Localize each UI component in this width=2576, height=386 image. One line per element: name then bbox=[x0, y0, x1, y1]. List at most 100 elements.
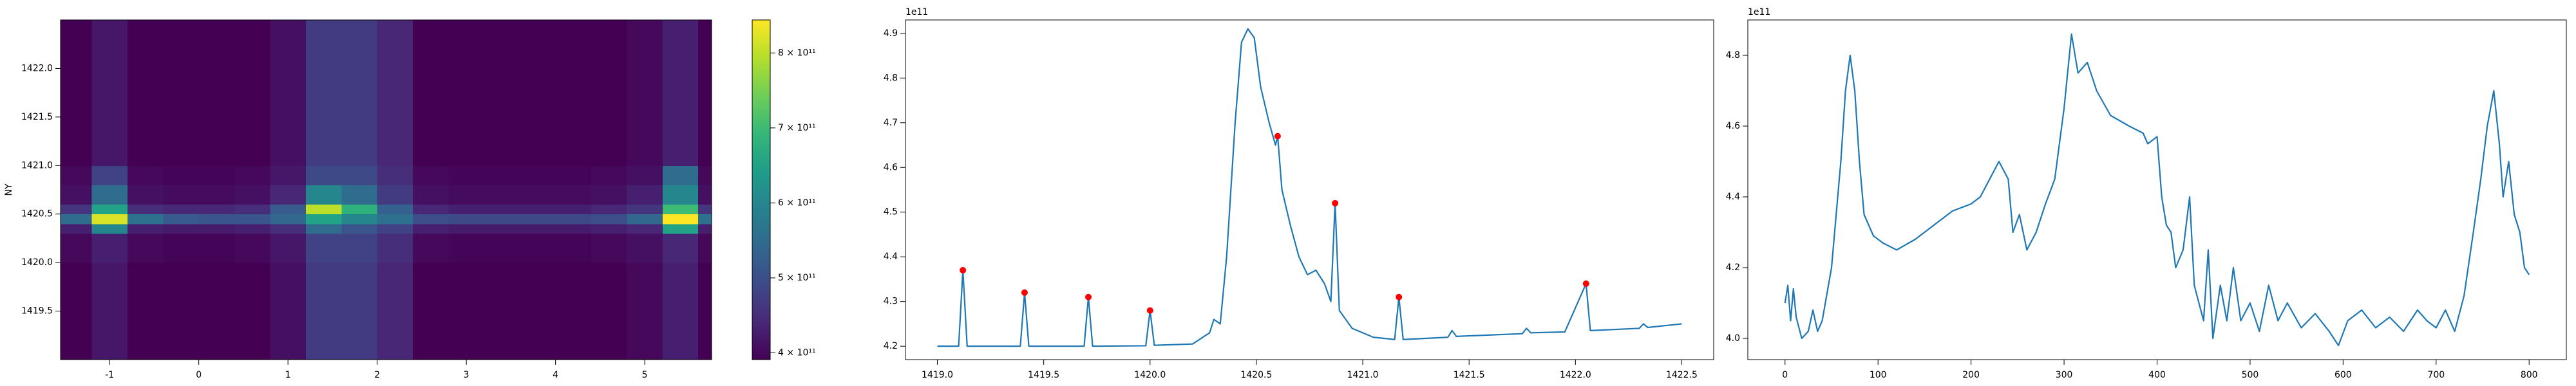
heatmap-cell bbox=[698, 20, 712, 69]
y-tick-label: 4.6 bbox=[1726, 121, 1740, 131]
x-tick-label: 700 bbox=[2427, 370, 2445, 380]
heatmap-cell bbox=[484, 165, 520, 185]
heatmap-cell bbox=[61, 262, 92, 312]
heatmap-cell bbox=[591, 311, 627, 360]
heatmap-cell bbox=[377, 116, 413, 166]
heatmap-cell bbox=[555, 223, 592, 234]
heatmap-cell bbox=[61, 116, 92, 166]
x-tick-label: 1421.0 bbox=[1347, 370, 1379, 380]
heatmap-cell bbox=[163, 262, 200, 312]
heatmap-cell bbox=[662, 68, 699, 118]
y-axis-label: NY bbox=[4, 183, 14, 196]
heatmap-cell bbox=[234, 185, 270, 205]
heatmap-cell bbox=[555, 233, 592, 263]
heatmap-cell bbox=[61, 223, 92, 234]
heatmap-cell bbox=[234, 116, 270, 166]
x-tick-label: 1419.5 bbox=[1028, 370, 1059, 380]
heatmap-cell bbox=[662, 20, 699, 69]
heatmap-cell bbox=[305, 311, 342, 360]
x-tick-label: 4 bbox=[553, 370, 558, 380]
heatmap-cell bbox=[484, 311, 520, 360]
y-tick-label: 4.4 bbox=[1726, 192, 1740, 202]
heatmap-cell bbox=[341, 185, 378, 205]
heatmap-cell bbox=[413, 214, 449, 225]
heatmap-cell bbox=[520, 116, 556, 166]
heatmap-cell bbox=[662, 223, 699, 234]
heatmap-cell bbox=[377, 233, 413, 263]
x-tick-label: 300 bbox=[2056, 370, 2073, 380]
heatmap-cell bbox=[198, 68, 235, 118]
heatmap-cell bbox=[627, 214, 663, 225]
heatmap-cell bbox=[305, 20, 342, 69]
heatmap-cell bbox=[448, 204, 485, 215]
heatmap-cell bbox=[698, 311, 712, 360]
heatmap-cell bbox=[270, 204, 307, 215]
colorbar-tick-label: 5 × 10¹¹ bbox=[778, 273, 816, 283]
y-tick-label: 1422.0 bbox=[21, 63, 53, 73]
heatmap-cell bbox=[484, 68, 520, 118]
y-tick-label: 4.3 bbox=[884, 297, 898, 307]
heatmap-cell bbox=[591, 204, 627, 215]
x-tick-label: 800 bbox=[2521, 370, 2538, 380]
heatmap-cell bbox=[127, 223, 164, 234]
heatmap-cell bbox=[377, 204, 413, 215]
y-tick-label: 4.6 bbox=[884, 162, 898, 172]
heatmap-cell bbox=[627, 165, 663, 185]
heatmap-cell bbox=[377, 214, 413, 225]
heatmap-cell bbox=[377, 262, 413, 312]
heatmap-cell bbox=[163, 311, 200, 360]
heatmap-cell bbox=[341, 68, 378, 118]
heatmap-cell bbox=[127, 262, 164, 312]
x-tick-label: 1420.0 bbox=[1134, 370, 1166, 380]
heatmap-cell bbox=[627, 204, 663, 215]
heatmap-cell bbox=[61, 20, 92, 69]
heatmap-cell bbox=[198, 233, 235, 263]
heatmap-cell bbox=[91, 223, 128, 234]
heatmap-cell bbox=[127, 233, 164, 263]
colorbar-tick-label: 6 × 10¹¹ bbox=[778, 198, 816, 208]
heatmap-cell bbox=[413, 233, 449, 263]
heatmap-cell bbox=[305, 223, 342, 234]
heatmap-cell bbox=[591, 223, 627, 234]
heatmap-cell bbox=[163, 214, 200, 225]
heatmap-cell bbox=[270, 116, 307, 166]
heatmap-cell bbox=[377, 20, 413, 69]
y-offset-label: 1e11 bbox=[1748, 7, 1770, 17]
heatmap-cell bbox=[448, 311, 485, 360]
x-tick-label: 3 bbox=[464, 370, 469, 380]
y-tick-label: 4.8 bbox=[884, 73, 898, 83]
x-tick-label: 2 bbox=[374, 370, 380, 380]
axes-frame bbox=[1747, 19, 2567, 360]
heatmap-cell bbox=[448, 20, 485, 69]
heatmap-cell bbox=[305, 233, 342, 263]
heatmap-cell bbox=[662, 204, 699, 215]
heatmap-cell bbox=[163, 204, 200, 215]
heatmap-cell bbox=[198, 185, 235, 205]
heatmap-cell bbox=[341, 311, 378, 360]
heatmap-cell bbox=[305, 204, 342, 215]
heatmap-cell bbox=[127, 68, 164, 118]
heatmap-cell bbox=[413, 204, 449, 215]
y-tick-label: 4.2 bbox=[1726, 262, 1740, 273]
heatmap-cell bbox=[341, 262, 378, 312]
heatmap-cell bbox=[305, 262, 342, 312]
heatmap-cell bbox=[127, 214, 164, 225]
heatmap-cell bbox=[234, 223, 270, 234]
heatmap-cell bbox=[127, 116, 164, 166]
heatmap-cell bbox=[61, 311, 92, 360]
heatmap-cell bbox=[662, 262, 699, 312]
heatmap-cell bbox=[448, 116, 485, 166]
heatmap-cell bbox=[61, 214, 92, 225]
heatmap-cell bbox=[163, 20, 200, 69]
heatmap-cell bbox=[520, 20, 556, 69]
x-tick-label: 500 bbox=[2242, 370, 2259, 380]
heatmap-cell bbox=[341, 116, 378, 166]
heatmap-cell bbox=[555, 262, 592, 312]
heatmap-cell bbox=[91, 68, 128, 118]
heatmap-cell bbox=[627, 68, 663, 118]
heatmap-cell bbox=[627, 262, 663, 312]
heatmap-cell bbox=[591, 262, 627, 312]
heatmap-cell bbox=[520, 204, 556, 215]
heatmap-cell bbox=[555, 68, 592, 118]
